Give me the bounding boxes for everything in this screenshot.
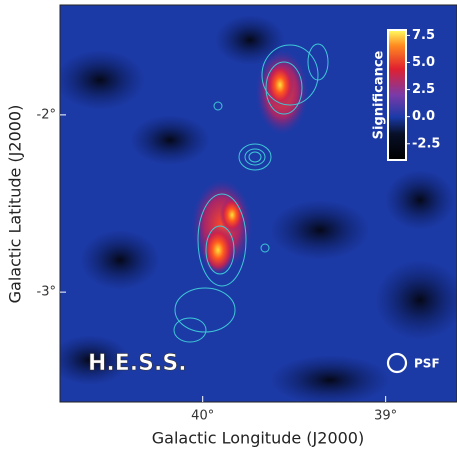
colorbar-tick-label: -2.5 <box>412 136 440 151</box>
y-tick-label: -2° <box>37 107 56 122</box>
colorbar <box>388 30 406 160</box>
x-tick-label: 39° <box>374 409 397 424</box>
y-tick-label: -3° <box>37 285 56 300</box>
x-tick-label: 40° <box>191 409 214 424</box>
y-axis-label: Galactic Latitude (J2000) <box>6 105 25 304</box>
colorbar-tick-label: 5.0 <box>412 55 435 70</box>
colorbar-tick-label: 7.5 <box>412 28 435 43</box>
colorbar-label: Significance <box>372 50 387 139</box>
colorbar-tick-label: 0.0 <box>412 109 435 124</box>
chart: H.E.S.S. PSF Significance Galactic Longi… <box>0 0 457 452</box>
colorbar-tick-label: 2.5 <box>412 82 435 97</box>
experiment-label: H.E.S.S. <box>88 351 187 376</box>
x-axis-label: Galactic Longitude (J2000) <box>152 429 364 448</box>
sky-map: H.E.S.S. PSF Significance <box>50 5 457 405</box>
psf-label: PSF <box>414 357 440 371</box>
